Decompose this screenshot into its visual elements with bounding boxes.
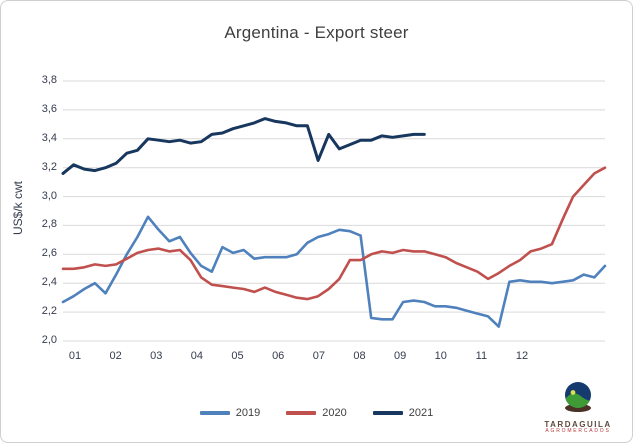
- y-tick-label: 3,8: [41, 74, 57, 86]
- y-tick-label: 2,4: [41, 276, 57, 289]
- x-tick-label: 08: [353, 350, 366, 362]
- y-tick-label: 2,2: [41, 305, 57, 318]
- legend: 2019 2020 2021: [1, 407, 632, 419]
- x-tick-label: 06: [272, 350, 285, 362]
- x-tick-label: 02: [109, 350, 122, 362]
- legend-item-2019: 2019: [199, 407, 261, 419]
- legend-swatch-2019: [199, 411, 230, 415]
- series-line-2021: [61, 117, 426, 175]
- x-tick-label: 03: [150, 350, 163, 362]
- x-tick-label: 11: [475, 350, 488, 362]
- chart-title: Argentina - Export steer: [224, 23, 409, 42]
- legend-label-2019: 2019: [235, 407, 261, 419]
- y-tick-label: 2,0: [41, 334, 57, 346]
- y-tick-label: 2,6: [41, 247, 57, 260]
- legend-item-2021: 2021: [372, 407, 434, 419]
- brand-logo: TARDAGUILA AGROMERCADOS: [538, 380, 618, 434]
- legend-label-2020: 2020: [322, 407, 347, 419]
- legend-swatch-2020: [286, 411, 317, 415]
- y-tick-label: 2,8: [41, 218, 57, 231]
- y-tick-label: 3,4: [41, 131, 57, 144]
- y-tick-label: 3,2: [41, 160, 57, 173]
- x-tick-label: 05: [231, 350, 244, 362]
- globe-icon: [565, 382, 591, 412]
- series-line-2020: [61, 166, 607, 301]
- x-tick-label: 07: [312, 350, 325, 362]
- x-tick-label: 04: [190, 350, 204, 362]
- brand-name: TARDAGUILA: [544, 420, 612, 429]
- x-tick-label: 12: [515, 350, 529, 362]
- y-tick-label: 3,6: [41, 102, 57, 115]
- legend-item-2020: 2020: [286, 407, 347, 419]
- legend-swatch-2021: [372, 411, 403, 415]
- series-line-2019: [61, 215, 607, 328]
- x-tick-label: 01: [68, 350, 82, 362]
- brand-subtext: AGROMERCADOS: [545, 428, 611, 434]
- x-tick-label: 10: [434, 350, 447, 362]
- y-tick-label: 3,0: [41, 189, 57, 202]
- x-tick-label: 09: [393, 350, 407, 362]
- legend-label-2021: 2021: [408, 407, 434, 419]
